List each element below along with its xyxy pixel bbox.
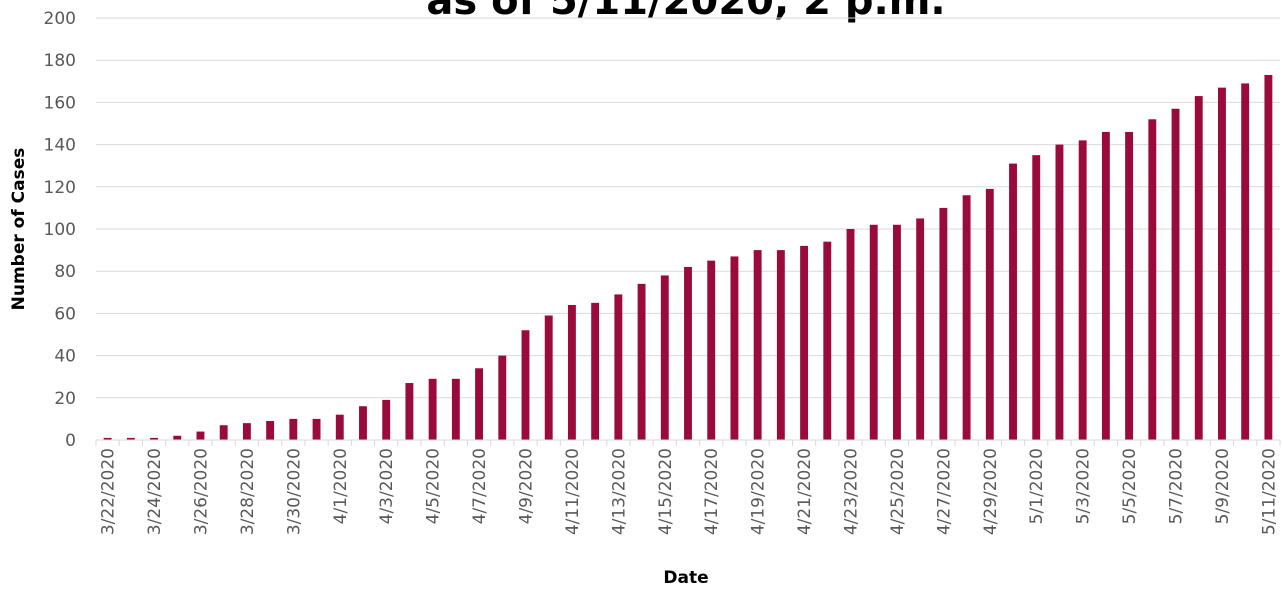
bar-4-24-2020 [869, 224, 878, 440]
bar-4-27-2020 [939, 207, 948, 440]
y-tick-label: 140 [44, 136, 76, 156]
bar-5-2-2020 [1055, 144, 1064, 440]
y-tick-label: 20 [54, 389, 76, 409]
x-tick-label: 4/13/2020 [609, 448, 629, 535]
x-axis-title: Date [663, 568, 708, 588]
x-tick-label: 4/3/2020 [377, 448, 397, 524]
bar-5-10-2020 [1241, 83, 1250, 440]
x-tick-label: 4/11/2020 [563, 448, 583, 535]
bar-4-8-2020 [498, 355, 507, 440]
bar-4-6-2020 [451, 378, 460, 440]
x-tick-label: 3/24/2020 [145, 448, 165, 535]
bar-4-5-2020 [428, 378, 437, 440]
x-tick-label: 5/1/2020 [1027, 448, 1047, 524]
bar-5-9-2020 [1218, 87, 1226, 440]
bar-4-10-2020 [544, 315, 553, 440]
x-tick-label: 4/15/2020 [656, 448, 676, 535]
bar-4-29-2020 [985, 188, 994, 440]
bar-5-7-2020 [1171, 108, 1180, 440]
y-axis-ticks: 0 20 40 60 80 100 120 140 160 180 200 [44, 9, 76, 451]
bar-5-11-2020 [1264, 74, 1273, 440]
bar-3-24-2020 [150, 437, 158, 440]
bar-4-12-2020 [591, 302, 600, 440]
y-tick-label: 180 [44, 51, 76, 71]
bar-5-1-2020 [1032, 155, 1041, 440]
x-tick-label: 4/23/2020 [842, 448, 862, 535]
x-tick-label: 4/1/2020 [331, 448, 351, 524]
x-tick-label: 3/22/2020 [99, 448, 119, 535]
bar-4-30-2020 [1009, 163, 1017, 440]
bar-4-25-2020 [892, 224, 901, 440]
bar-4-21-2020 [800, 245, 809, 440]
bar-3-23-2020 [126, 437, 135, 440]
chart-title: as of 5/11/2020, 2 p.m. [426, 0, 945, 24]
x-tick-label: 4/7/2020 [470, 448, 490, 524]
bar-4-1-2020 [335, 414, 344, 440]
x-tick-label: 5/9/2020 [1213, 448, 1233, 524]
bar-4-15-2020 [660, 275, 669, 440]
y-tick-label: 40 [54, 347, 76, 367]
bar-3-30-2020 [289, 418, 298, 440]
x-tick-label: 4/29/2020 [981, 448, 1001, 535]
bar-5-6-2020 [1148, 119, 1157, 440]
x-tick-label: 4/5/2020 [424, 448, 444, 524]
x-tick-label: 4/9/2020 [516, 448, 536, 524]
x-axis-ticks: 3/22/2020 3/24/2020 3/26/2020 3/28/2020 3/30… [99, 448, 1280, 535]
bar-4-26-2020 [916, 218, 925, 440]
bar-5-5-2020 [1125, 131, 1134, 440]
bars [103, 74, 1273, 440]
bar-4-9-2020 [521, 330, 530, 440]
y-tick-label: 160 [44, 93, 76, 113]
bar-4-22-2020 [823, 241, 832, 440]
bar-4-14-2020 [637, 283, 646, 440]
gridlines [96, 17, 1280, 399]
x-tick-label: 5/3/2020 [1074, 448, 1094, 524]
bar-4-7-2020 [475, 368, 484, 440]
bar-5-4-2020 [1101, 131, 1110, 440]
bar-4-4-2020 [405, 383, 414, 440]
y-tick-label: 120 [44, 178, 76, 198]
y-tick-label: 200 [44, 9, 76, 29]
bar-4-17-2020 [707, 260, 716, 440]
x-tick-label: 4/21/2020 [795, 448, 815, 535]
y-tick-label: 100 [44, 220, 76, 240]
x-tick-label: 5/11/2020 [1259, 448, 1279, 535]
bar-4-3-2020 [382, 399, 391, 440]
bar-3-31-2020 [312, 418, 321, 440]
bar-4-16-2020 [684, 266, 692, 440]
bar-5-3-2020 [1078, 140, 1087, 440]
x-tick-label: 5/7/2020 [1167, 448, 1187, 524]
bar-4-23-2020 [846, 229, 855, 440]
x-tick-label: 4/17/2020 [702, 448, 722, 535]
bar-4-2-2020 [359, 406, 367, 440]
bar-4-18-2020 [730, 256, 739, 440]
bar-3-27-2020 [219, 425, 228, 440]
y-tick-label: 0 [65, 431, 76, 451]
y-tick-label: 80 [54, 262, 76, 282]
x-tick-label: 4/25/2020 [888, 448, 908, 535]
x-tick-label: 4/19/2020 [749, 448, 769, 535]
bar-3-29-2020 [266, 421, 275, 440]
bar-3-26-2020 [196, 431, 205, 440]
x-tick-label: 3/30/2020 [284, 448, 304, 535]
bar-4-11-2020 [567, 304, 576, 440]
bar-3-25-2020 [173, 435, 182, 440]
x-tick-label: 3/26/2020 [191, 448, 211, 535]
bar-4-28-2020 [962, 195, 971, 440]
bar-5-8-2020 [1194, 96, 1203, 440]
bar-4-13-2020 [614, 294, 623, 440]
bar-3-22-2020 [103, 437, 112, 440]
y-axis-title: Number of Cases [9, 148, 29, 311]
x-tick-label: 4/27/2020 [934, 448, 954, 535]
x-tick-label: 3/28/2020 [238, 448, 258, 535]
x-axis [95, 439, 1281, 446]
bar-3-28-2020 [242, 423, 251, 440]
bar-4-19-2020 [753, 250, 762, 440]
x-tick-label: 5/5/2020 [1120, 448, 1140, 524]
bar-4-20-2020 [776, 250, 785, 440]
y-tick-label: 60 [54, 304, 76, 324]
